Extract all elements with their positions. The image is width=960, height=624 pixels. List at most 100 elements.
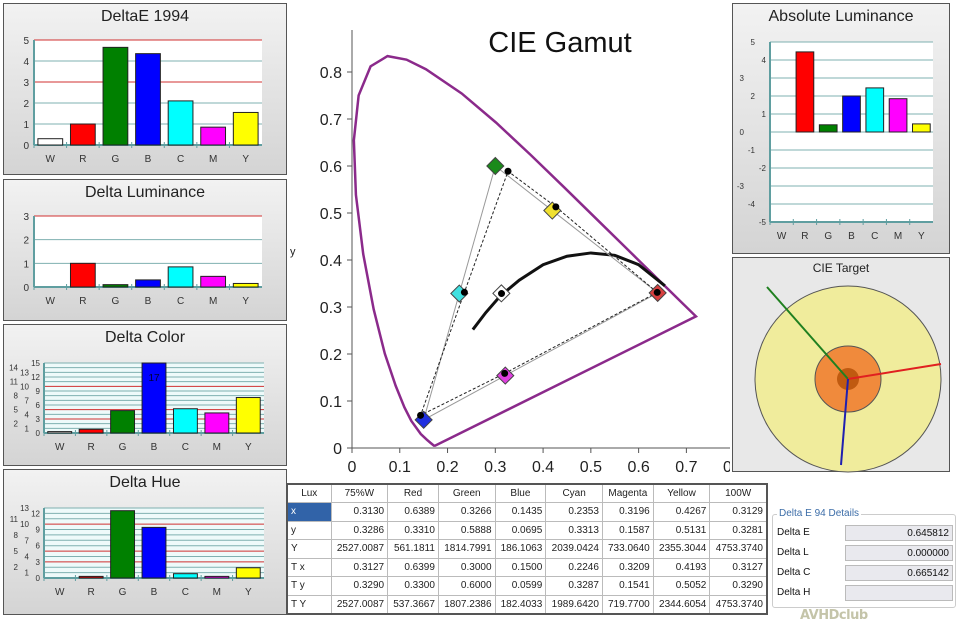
planckian-locus — [471, 251, 666, 331]
x-tick-label: R — [88, 442, 95, 453]
cie-target-plot — [754, 285, 942, 473]
y-tick-label: -4 — [748, 200, 756, 209]
table-cell[interactable]: 1989.6420 — [545, 594, 603, 614]
row-header[interactable]: x — [286, 502, 332, 522]
table-cell[interactable]: 0.3286 — [330, 520, 389, 540]
table-cell[interactable]: 0.5888 — [437, 520, 496, 540]
bar-M — [200, 275, 227, 288]
x-tick-label: 0.2 — [436, 459, 458, 476]
table-cell[interactable]: 4753.3740 — [709, 594, 768, 614]
table-cell[interactable]: 0.5052 — [652, 576, 711, 596]
table-cell[interactable]: 0.3290 — [330, 576, 389, 596]
spectral-locus — [352, 54, 699, 447]
table-cell[interactable]: 0.1500 — [494, 557, 547, 577]
table-cell[interactable]: 2527.0087 — [330, 539, 389, 559]
detail-label: Delta L — [777, 547, 809, 558]
x-tick-label: Y — [242, 296, 249, 307]
table-cell[interactable]: 0.3209 — [601, 557, 654, 577]
table-cell[interactable]: 733.0640 — [601, 539, 654, 559]
table-cell[interactable]: 0.0695 — [494, 520, 547, 540]
table-row: T x 0.3127 0.6399 0.3000 0.1500 0.2246 0.3209 0… — [286, 557, 768, 577]
column-header[interactable]: Red — [387, 483, 439, 503]
y-tick-label: 2 — [14, 563, 19, 572]
table-cell[interactable]: 0.2353 — [545, 502, 603, 522]
table-cell[interactable]: 0.0599 — [494, 576, 547, 596]
column-header[interactable]: Cyan — [545, 483, 603, 503]
table-cell[interactable]: 2344.6054 — [652, 594, 711, 614]
y-tick-label: 0.3 — [320, 300, 342, 317]
table-cell[interactable]: 719.7700 — [601, 594, 654, 614]
x-tick-label: 0.7 — [675, 459, 697, 476]
table-cell[interactable]: 0.3196 — [601, 502, 654, 522]
column-header[interactable]: Magenta — [601, 483, 654, 503]
column-header[interactable]: 75%W — [330, 483, 389, 503]
column-header[interactable]: Blue — [494, 483, 547, 503]
row-header[interactable]: T Y — [286, 594, 332, 614]
table-cell[interactable]: 0.2246 — [545, 557, 603, 577]
bar-R — [69, 123, 96, 146]
table-cell[interactable]: 1814.7991 — [437, 539, 496, 559]
table-cell[interactable]: 182.4033 — [494, 594, 547, 614]
table-cell[interactable]: 0.3000 — [437, 557, 496, 577]
table-cell[interactable]: 0.3281 — [709, 520, 768, 540]
table-cell[interactable]: 0.4193 — [652, 557, 711, 577]
table-cell[interactable]: 0.3290 — [709, 576, 768, 596]
detail-row-delta-c: Delta C 0.665142 — [777, 565, 953, 581]
detail-label: Delta C — [777, 567, 811, 578]
bar-C — [167, 100, 194, 146]
bar-G — [818, 124, 838, 133]
measured-point-blue — [417, 411, 425, 419]
delta-e-field[interactable]: 0.645812 — [845, 525, 953, 541]
x-tick-label: 0.8 — [723, 459, 730, 476]
column-header[interactable]: 100W — [709, 483, 768, 503]
table-cell[interactable]: 0.3266 — [437, 502, 496, 522]
table-cell[interactable]: 0.3127 — [709, 557, 768, 577]
y-tick-label: 10 — [20, 520, 29, 529]
table-cell[interactable]: 2355.3044 — [652, 539, 711, 559]
chart-title: Absolute Luminance — [768, 8, 914, 25]
table-cell[interactable]: 2039.0424 — [545, 539, 603, 559]
y-tick-label: -5 — [759, 218, 767, 227]
table-cell[interactable]: 0.6000 — [437, 576, 496, 596]
y-tick-label: 0.6 — [320, 159, 342, 176]
column-header[interactable]: Yellow — [652, 483, 711, 503]
table-cell[interactable]: 0.6399 — [387, 557, 439, 577]
delta-c-field[interactable]: 0.665142 — [845, 565, 953, 581]
row-header[interactable]: Y — [286, 539, 332, 559]
bar-Y — [912, 123, 931, 133]
table-cell[interactable]: 0.3127 — [330, 557, 389, 577]
table-cell[interactable]: 0.3310 — [387, 520, 439, 540]
table-cell[interactable]: 537.3667 — [387, 594, 439, 614]
detail-row-delta-e: Delta E 0.645812 — [777, 525, 953, 541]
column-header[interactable]: Lux — [286, 483, 332, 503]
bar-Y — [232, 111, 259, 146]
table-cell[interactable]: 0.3129 — [709, 502, 768, 522]
table-cell[interactable]: 0.1435 — [494, 502, 547, 522]
table-cell[interactable]: 561.1811 — [387, 539, 439, 559]
deltalum-chart: 0 1 2 3 W R G B C M Y — [23, 212, 262, 307]
table-cell[interactable]: 0.3287 — [545, 576, 603, 596]
row-header[interactable]: T x — [286, 557, 332, 577]
cie-target-title: CIE Target — [812, 261, 870, 275]
x-tick-label: M — [894, 231, 902, 242]
table-cell[interactable]: 0.3313 — [545, 520, 603, 540]
table-cell[interactable]: 4753.3740 — [709, 539, 768, 559]
column-header[interactable]: Green — [437, 483, 496, 503]
row-header[interactable]: y — [286, 520, 332, 540]
table-cell[interactable]: 0.1541 — [601, 576, 654, 596]
table-cell[interactable]: 2527.0087 — [330, 594, 389, 614]
delta-l-field[interactable]: 0.000000 — [845, 545, 953, 561]
table-cell[interactable]: 186.1063 — [494, 539, 547, 559]
table-cell[interactable]: 0.1587 — [601, 520, 654, 540]
table-cell[interactable]: 1807.2386 — [437, 594, 496, 614]
table-cell[interactable]: 0.4267 — [652, 502, 711, 522]
delta-h-field[interactable] — [845, 585, 953, 601]
x-tick-label: G — [119, 442, 127, 453]
row-header[interactable]: T y — [286, 576, 332, 596]
table-cell[interactable]: 0.5131 — [652, 520, 711, 540]
y-tick-label: 5 — [14, 406, 19, 415]
table-cell[interactable]: 0.6389 — [387, 502, 439, 522]
table-cell[interactable]: 0.3300 — [387, 576, 439, 596]
bar-C — [172, 573, 198, 579]
table-cell[interactable]: 0.3130 — [330, 502, 389, 522]
